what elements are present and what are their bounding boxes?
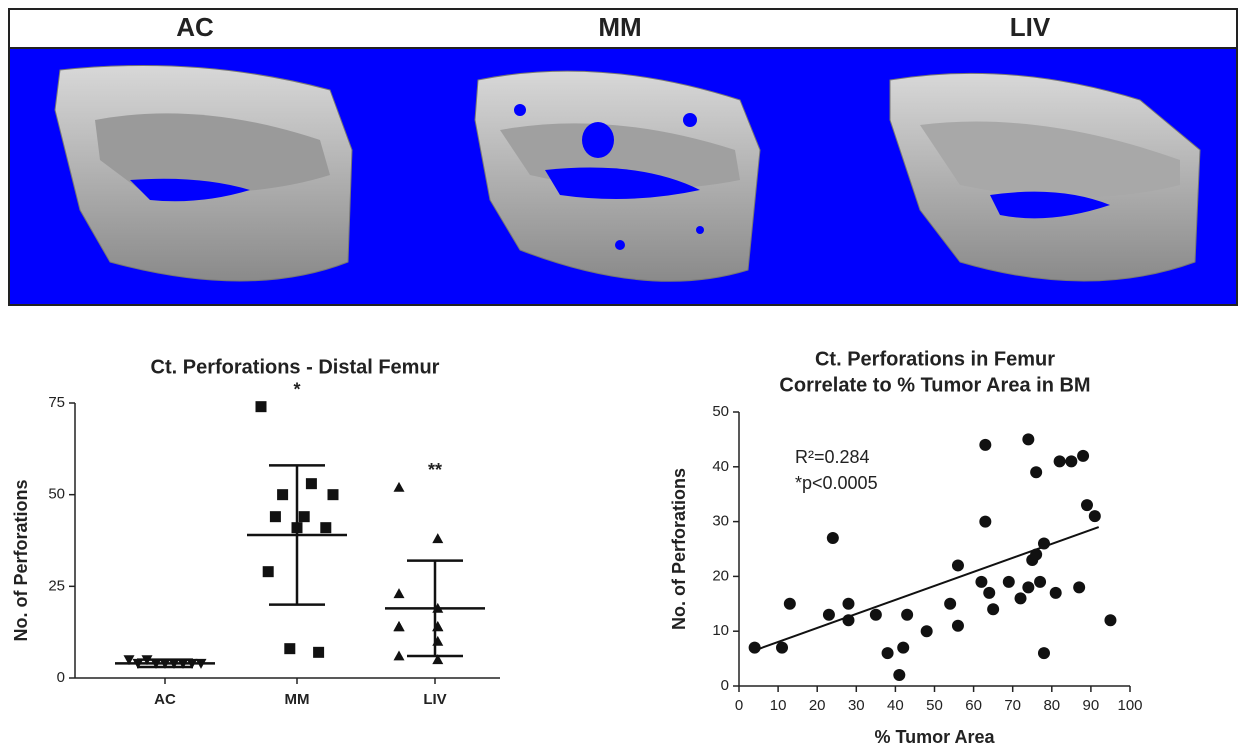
- data-point: [983, 587, 995, 599]
- data-point: [1034, 576, 1046, 588]
- x-tick-label: 10: [770, 697, 787, 714]
- x-tick-label: MM: [285, 691, 310, 708]
- y-axis-label: No. of Perforations: [11, 479, 31, 641]
- x-tick-label: 70: [1004, 697, 1021, 714]
- data-point: [1030, 466, 1042, 478]
- x-axis-label: % Tumor Area: [874, 727, 995, 747]
- data-point: [842, 598, 854, 610]
- x-tick-label: 80: [1043, 697, 1060, 714]
- x-tick-label: 50: [926, 697, 943, 714]
- data-point: [394, 621, 405, 631]
- page: {"image_panel": {"labels": ["AC", "MM", …: [0, 0, 1244, 752]
- y-axis-label: No. of Perforations: [669, 468, 689, 630]
- data-point: [975, 576, 987, 588]
- data-point: [277, 489, 288, 500]
- y-tick-label: 75: [48, 394, 65, 411]
- annotation: R²=0.284: [795, 447, 870, 467]
- data-point: [827, 532, 839, 544]
- y-tick-label: 20: [712, 567, 729, 584]
- x-tick-label: 90: [1083, 697, 1100, 714]
- data-point: [882, 647, 894, 659]
- x-tick-label: AC: [154, 691, 176, 708]
- chart-title: Correlate to % Tumor Area in BM: [779, 374, 1090, 396]
- annotation: *p<0.0005: [795, 473, 878, 493]
- data-point: [1030, 548, 1042, 560]
- chart-title: Ct. Perforations in Femur: [815, 348, 1055, 370]
- data-point: [1104, 614, 1116, 626]
- x-tick-label: 20: [809, 697, 826, 714]
- data-point: [952, 620, 964, 632]
- data-point: [1050, 587, 1062, 599]
- data-point: [1038, 647, 1050, 659]
- data-point: [1089, 510, 1101, 522]
- panel-label: MM: [598, 12, 641, 42]
- x-tick-label: 40: [887, 697, 904, 714]
- data-point: [979, 439, 991, 451]
- data-point: [394, 588, 405, 598]
- data-point: [784, 598, 796, 610]
- data-point: [823, 609, 835, 621]
- y-tick-label: 40: [712, 458, 729, 475]
- figure: AC MM LIV Ct. Perforations - Distal Femu…: [0, 0, 1244, 752]
- data-point: [263, 566, 274, 577]
- data-point: [284, 643, 295, 654]
- panel-label: AC: [176, 12, 214, 42]
- data-point: [776, 642, 788, 654]
- data-point: [1073, 581, 1085, 593]
- data-point: [1054, 455, 1066, 467]
- data-point: [979, 516, 991, 528]
- data-point: [1015, 592, 1027, 604]
- y-tick-label: 0: [721, 677, 729, 694]
- data-point: [432, 533, 443, 543]
- data-point: [1077, 450, 1089, 462]
- data-point: [313, 647, 324, 658]
- y-tick-label: 10: [712, 622, 729, 639]
- data-point: [320, 522, 331, 533]
- y-tick-label: 50: [712, 403, 729, 420]
- data-point: [749, 642, 761, 654]
- data-point: [270, 511, 281, 522]
- x-tick-label: 30: [848, 697, 865, 714]
- data-point: [394, 482, 405, 492]
- data-point: [1022, 433, 1034, 445]
- y-tick-label: 30: [712, 513, 729, 530]
- x-tick-label: 100: [1117, 697, 1142, 714]
- data-point: [1065, 455, 1077, 467]
- data-point: [299, 511, 310, 522]
- data-point: [952, 559, 964, 571]
- data-point: [1081, 499, 1093, 511]
- data-point: [256, 401, 267, 412]
- significance-label: *: [293, 379, 300, 399]
- y-tick-label: 50: [48, 486, 65, 503]
- data-point: [921, 625, 933, 637]
- data-point: [944, 598, 956, 610]
- data-point: [1003, 576, 1015, 588]
- data-point: [897, 642, 909, 654]
- significance-label: **: [428, 460, 442, 480]
- data-point: [987, 603, 999, 615]
- data-point: [1022, 581, 1034, 593]
- data-point: [328, 489, 339, 500]
- x-tick-label: 60: [965, 697, 982, 714]
- data-point: [893, 669, 905, 681]
- data-point: [870, 609, 882, 621]
- data-point: [306, 478, 317, 489]
- data-point: [1038, 538, 1050, 550]
- y-tick-label: 0: [57, 669, 65, 686]
- data-point: [901, 609, 913, 621]
- x-tick-label: 0: [735, 697, 743, 714]
- y-tick-label: 25: [48, 577, 65, 594]
- x-tick-label: LIV: [423, 691, 446, 708]
- panel-label: LIV: [1010, 12, 1051, 42]
- data-point: [394, 651, 405, 661]
- data-point: [842, 614, 854, 626]
- chart-title: Ct. Perforations - Distal Femur: [151, 356, 440, 378]
